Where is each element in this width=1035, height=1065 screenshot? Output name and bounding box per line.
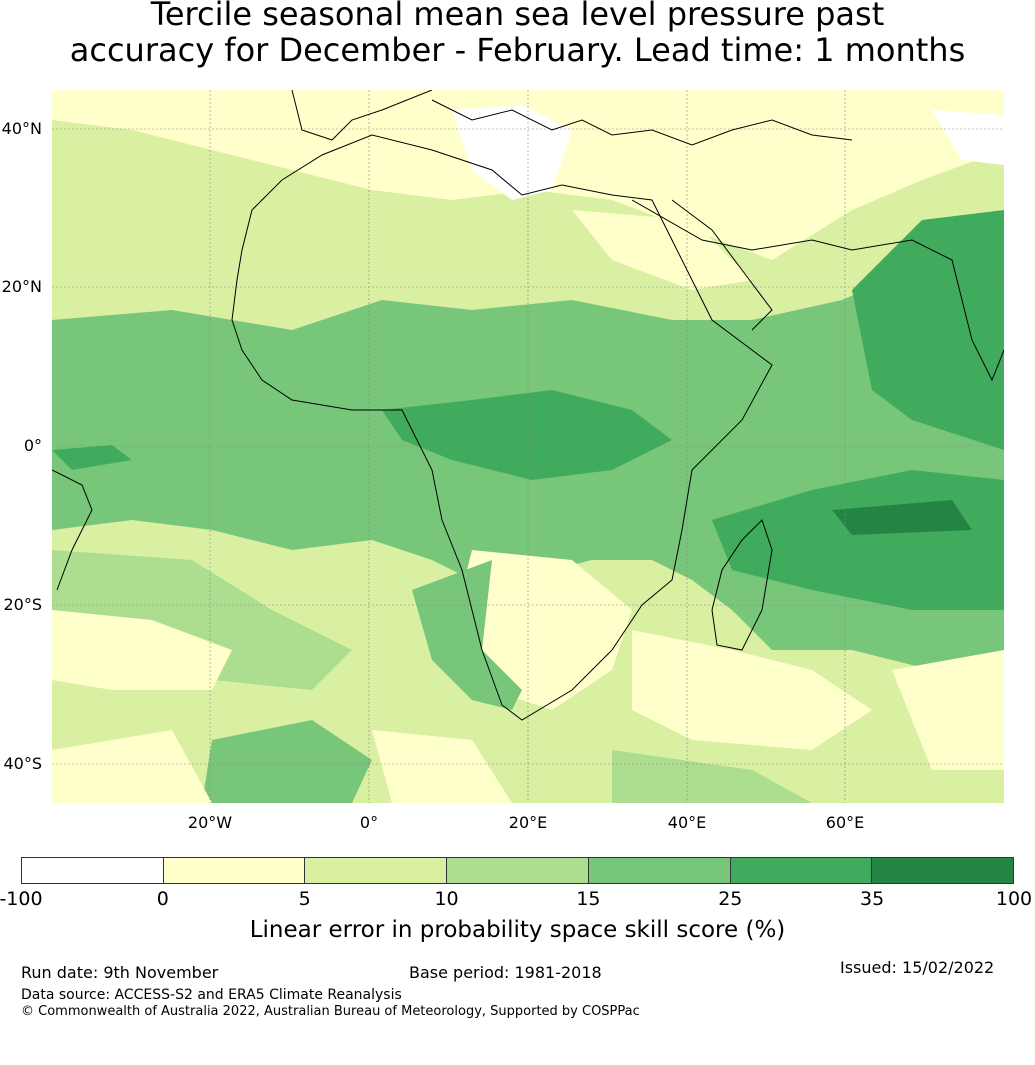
lon-label-20e: 20°E bbox=[508, 813, 548, 832]
colorbar-segment-4 bbox=[588, 858, 731, 883]
lat-label-40s: 40°S bbox=[3, 754, 42, 773]
title-line-1: Tercile seasonal mean sea level pressure… bbox=[150, 0, 885, 33]
lat-label-40n: 40°N bbox=[1, 119, 42, 138]
lon-label-60e: 60°E bbox=[825, 813, 865, 832]
colorbar-segment-5 bbox=[730, 858, 873, 883]
colorbar-segment-2 bbox=[305, 858, 448, 883]
lat-label-20n: 20°N bbox=[1, 277, 42, 296]
lat-label-20s: 20°S bbox=[3, 595, 42, 614]
colorbar-tick-label: 5 bbox=[298, 888, 311, 910]
colorbar-tick-label: 10 bbox=[434, 888, 459, 910]
colorbar bbox=[21, 857, 1014, 884]
run-date: Run date: 9th November bbox=[21, 963, 219, 982]
data-source: Data source: ACCESS-S2 and ERA5 Climate … bbox=[21, 987, 402, 1003]
lon-label-20w: 20°W bbox=[187, 813, 233, 832]
lon-label-40e: 40°E bbox=[667, 813, 707, 832]
map-canvas bbox=[52, 90, 1004, 803]
colorbar-tick-label: 35 bbox=[860, 888, 885, 910]
lat-label-0: 0° bbox=[23, 436, 42, 455]
colorbar-tick-label: 25 bbox=[718, 888, 743, 910]
colorbar-segment-1 bbox=[163, 858, 306, 883]
issued-date: Issued: 15/02/2022 bbox=[840, 958, 995, 977]
colorbar-tick-label: 100 bbox=[995, 888, 1033, 910]
skill-map bbox=[52, 90, 1004, 803]
graticule bbox=[52, 90, 1004, 803]
colorbar-segment-6 bbox=[872, 858, 1014, 883]
colorbar-tick-label: -100 bbox=[0, 888, 43, 910]
colorbar-segment-0 bbox=[22, 858, 164, 883]
colorbar-tick-label: 0 bbox=[156, 888, 169, 910]
coastlines bbox=[52, 90, 1004, 721]
chart-title: Tercile seasonal mean sea level pressure… bbox=[0, 0, 1035, 68]
colorbar-label: Linear error in probability space skill … bbox=[249, 917, 786, 943]
base-period: Base period: 1981-2018 bbox=[409, 963, 602, 982]
colorbar-tick-label: 15 bbox=[576, 888, 601, 910]
colorbar-segment-3 bbox=[447, 858, 589, 883]
lon-label-0: 0° bbox=[359, 813, 379, 832]
title-line-2: accuracy for December - February. Lead t… bbox=[69, 31, 966, 69]
copyright: © Commonwealth of Australia 2022, Austra… bbox=[21, 1004, 640, 1019]
